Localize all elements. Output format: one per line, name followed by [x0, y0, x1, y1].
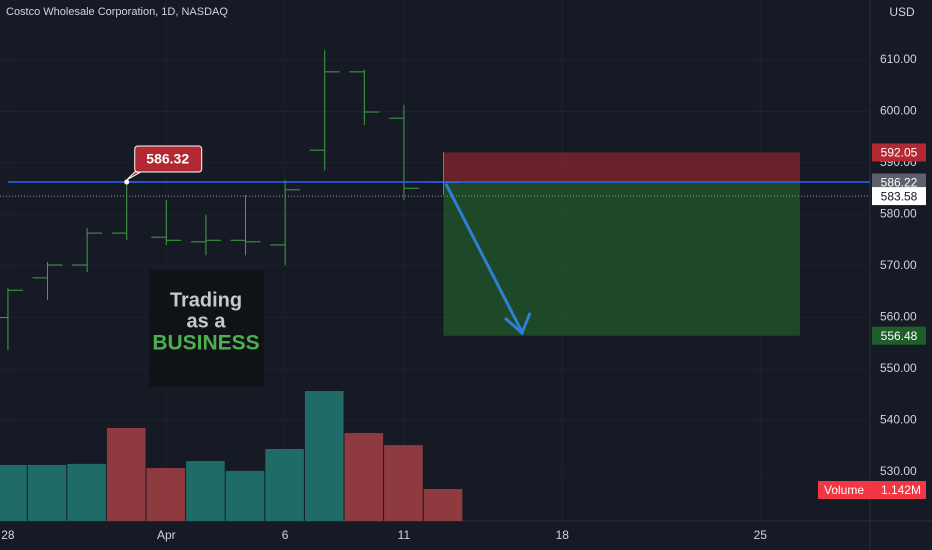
volume-bar	[225, 470, 265, 521]
volume-bar	[265, 449, 304, 521]
anchor-point	[124, 179, 130, 185]
x-tick-label: 11	[398, 528, 411, 542]
volume-bar	[423, 489, 463, 521]
volume-bar	[146, 468, 186, 521]
volume-bar	[106, 428, 146, 521]
y-tick-label: 550.00	[880, 361, 917, 375]
watermark-text: as a	[187, 310, 227, 332]
y-tick-label: 540.00	[880, 413, 917, 427]
price-badge	[872, 326, 926, 345]
volume-bar	[304, 391, 344, 521]
chart-title: Costco Wholesale Corporation, 1D, NASDAQ	[6, 6, 228, 18]
x-tick-label: Apr	[157, 528, 176, 542]
grid	[0, 0, 870, 521]
volume-bar	[384, 445, 423, 521]
volume-bar	[27, 464, 67, 521]
currency-box	[884, 3, 920, 23]
volume-name: Volume	[824, 483, 864, 497]
position-tool	[443, 152, 800, 336]
x-tick-label: 6	[282, 528, 289, 542]
watermark: Trading as a BUSINESS	[149, 270, 264, 387]
y-tick-label: 610.00	[880, 52, 917, 66]
y-tick-label: 580.00	[880, 207, 917, 221]
price-badge	[872, 173, 926, 192]
watermark-text: Trading	[170, 289, 242, 311]
x-tick-label: 28	[1, 528, 15, 542]
overlays: 586.32	[0, 145, 870, 197]
volume-bar	[0, 464, 27, 521]
volume-value: 1.142M	[881, 483, 921, 497]
volume-bar	[344, 433, 384, 521]
arrow	[444, 183, 532, 336]
price-badge	[872, 187, 926, 206]
callout-label: 586.32	[146, 151, 189, 167]
volume-badge	[818, 481, 926, 499]
price-badge	[872, 143, 926, 162]
volume-bar	[67, 463, 106, 521]
price-badge-label: 592.05	[881, 146, 918, 160]
volume-bar	[186, 461, 225, 521]
price-badge-label: 556.48	[881, 329, 918, 343]
x-tick-label: 25	[754, 528, 768, 542]
target-zone	[443, 182, 800, 336]
currency: USD	[889, 5, 915, 19]
y-tick-label: 600.00	[880, 104, 917, 118]
watermark-text: BUSINESS	[152, 332, 259, 355]
stop-zone	[443, 152, 800, 183]
y-tick-label: 570.00	[880, 258, 917, 272]
y-tick-label: 560.00	[880, 310, 917, 324]
price-bars	[0, 50, 459, 350]
x-tick-label: 18	[556, 528, 570, 542]
watermark-box	[149, 270, 264, 387]
callout-box	[134, 145, 203, 173]
price-badge-label: 583.58	[881, 189, 918, 203]
y-tick-label: 530.00	[880, 464, 917, 478]
arrow-shaft	[444, 183, 524, 333]
arrow-head	[504, 312, 532, 336]
price-badge-label: 586.22	[881, 176, 918, 190]
volume-bars	[0, 391, 463, 521]
